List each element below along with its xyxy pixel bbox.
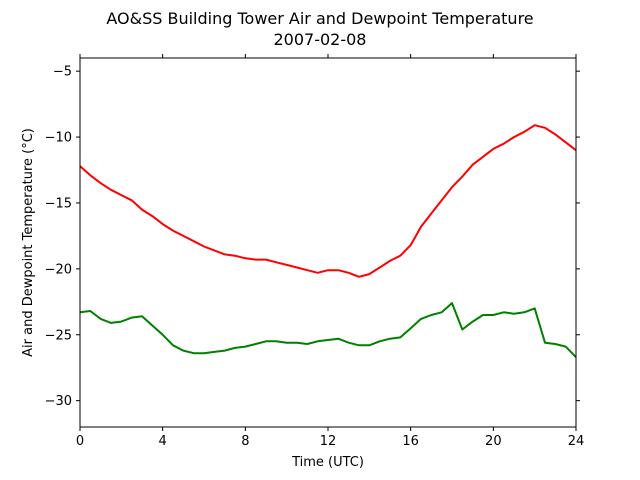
ticks-layer: 0 4 8 12 16 20 24 −30 −25 −20 −15 −10 −5 <box>45 54 585 449</box>
x-tick-label: 24 <box>568 434 585 449</box>
series-line-0 <box>79 124 577 278</box>
series-layer <box>79 124 577 358</box>
x-tick-label: 0 <box>76 434 84 449</box>
x-tick-label: 20 <box>485 434 502 449</box>
x-axis-label: Time (UTC) <box>291 455 364 470</box>
chart-title: AO&SS Building Tower Air and Dewpoint Te… <box>106 9 533 28</box>
y-tick-label: −30 <box>45 394 72 409</box>
chart-subtitle: 2007-02-08 <box>274 30 367 49</box>
x-tick-label: 16 <box>402 434 419 449</box>
y-tick-label: −20 <box>45 262 72 277</box>
y-tick-label: −25 <box>45 328 72 343</box>
x-tick-label: 4 <box>159 434 167 449</box>
y-axis-label: Air and Dewpoint Temperature (°C) <box>21 128 36 357</box>
plot-frame <box>79 57 577 428</box>
y-tick-label: −15 <box>45 196 72 211</box>
x-tick-label: 8 <box>241 434 249 449</box>
y-tick-label: −10 <box>45 131 72 146</box>
y-tick-label: −5 <box>53 65 72 80</box>
series-line-1 <box>79 302 577 358</box>
x-tick-label: 12 <box>320 434 337 449</box>
